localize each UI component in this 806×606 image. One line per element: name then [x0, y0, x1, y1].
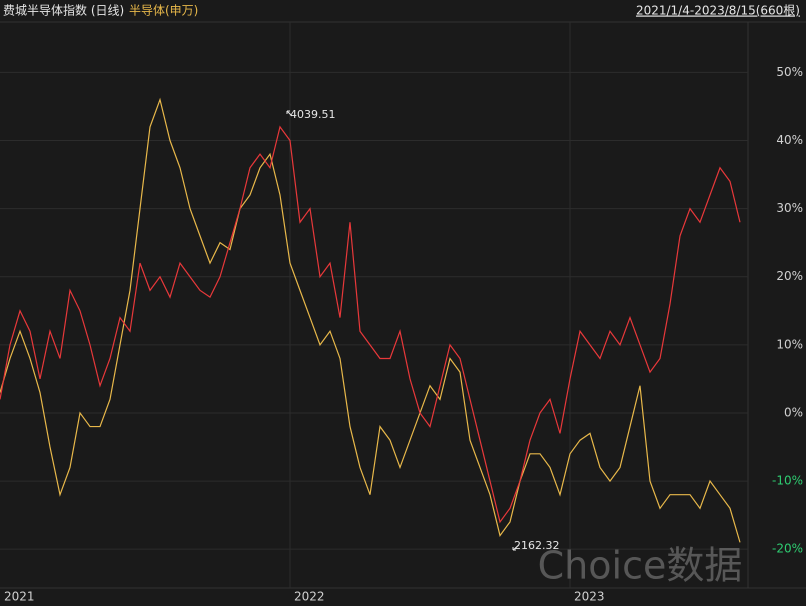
- annotation: 2162.32: [514, 539, 560, 552]
- x-tick-label: 2022: [294, 590, 325, 604]
- y-tick-label: -20%: [772, 542, 803, 556]
- series-line: [0, 97, 741, 543]
- x-tick-label: 2021: [4, 590, 35, 604]
- y-tick-label: 20%: [776, 269, 803, 283]
- x-tick-label: 2023: [574, 590, 605, 604]
- series-line: [0, 125, 741, 524]
- watermark: Choice数据: [538, 544, 743, 588]
- legend-entry: 半导体(申万): [129, 4, 198, 18]
- y-tick-label: 10%: [776, 337, 803, 351]
- y-tick-label: -10%: [772, 474, 803, 488]
- annotation: 4039.51: [290, 108, 336, 121]
- chart-title: 费城半导体指数 (日线): [3, 3, 124, 18]
- date-range[interactable]: 2021/1/4-2023/8/15(660根): [636, 4, 800, 18]
- y-tick-label: 30%: [776, 201, 803, 215]
- y-tick-label: 0%: [784, 405, 803, 419]
- annotation-arrow: [286, 110, 293, 117]
- y-tick-label: 40%: [776, 133, 803, 147]
- annotation-arrow: [512, 544, 520, 551]
- y-tick-label: 50%: [776, 65, 803, 79]
